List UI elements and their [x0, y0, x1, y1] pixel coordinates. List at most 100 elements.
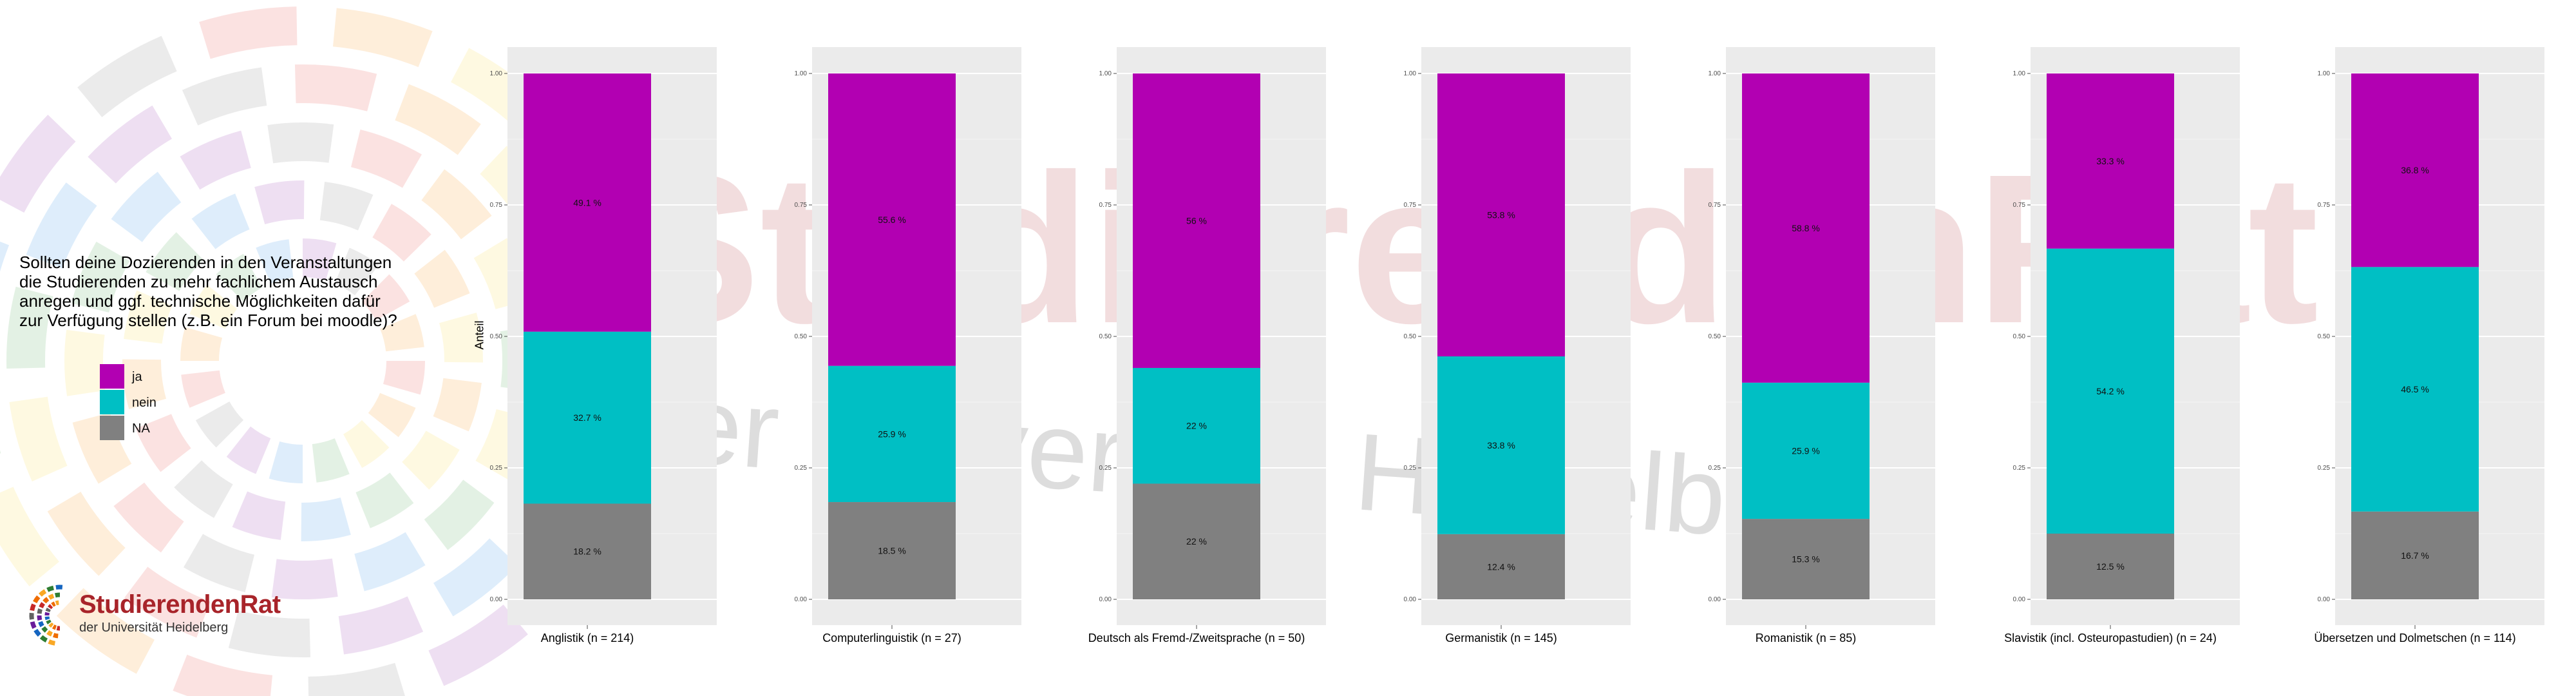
- y-tick-label: 0.75: [2318, 202, 2331, 209]
- y-tick-label: 1.00: [2013, 70, 2026, 77]
- bar-segment-ja: [1742, 73, 1870, 383]
- y-tick-label: 1.00: [1709, 70, 1721, 77]
- y-tick-label: 0.75: [2013, 202, 2026, 209]
- y-tick-label: 1.00: [490, 70, 503, 77]
- data-label: 12.4 %: [1487, 561, 1515, 572]
- data-label: 33.8 %: [1487, 440, 1515, 450]
- y-tick-label: 0.75: [795, 202, 808, 209]
- logo-arc: [41, 626, 48, 633]
- bar-segment-nein: [524, 331, 651, 504]
- y-tick-label: 0.00: [2318, 596, 2331, 603]
- logo-arc: [46, 585, 54, 592]
- logo-arc: [44, 612, 50, 616]
- logo-arc: [46, 630, 53, 637]
- logo-mark-icon: [29, 585, 63, 646]
- chart-panel: 0.00 0.25 0.50 0.75 1.00 16.7 % 46.5 % 36.8 % Üb…: [2314, 47, 2544, 644]
- bar-segment-nein: [2047, 248, 2174, 534]
- bar-segment-ja: [524, 73, 651, 332]
- y-tick-label: 0.00: [2013, 596, 2026, 603]
- legend-label: ja: [132, 370, 142, 384]
- y-tick-label: 1.00: [2318, 70, 2331, 77]
- data-label: 53.8 %: [1487, 210, 1515, 220]
- logo-arc: [39, 602, 45, 608]
- category-label: Slavistik (incl. Osteuropastudien) (n = …: [2004, 632, 2217, 644]
- y-tick-label: 0.00: [490, 596, 503, 603]
- data-label: 22 %: [1186, 536, 1207, 546]
- data-label: 25.9 %: [878, 429, 906, 439]
- y-tick-label: 0.75: [1099, 202, 1112, 209]
- data-label: 54.2 %: [2096, 386, 2125, 396]
- y-tick-label: 0.75: [1709, 202, 1721, 209]
- category-label: Computerlinguistik (n = 27): [822, 632, 961, 644]
- y-tick-label: 0.75: [1404, 202, 1417, 209]
- logo-arc: [43, 597, 50, 604]
- data-label: 36.8 %: [2401, 165, 2429, 175]
- bar-segment-na: [2351, 511, 2479, 599]
- data-label: 15.3 %: [1792, 554, 1820, 565]
- logo-title: StudierendenRat: [79, 590, 281, 619]
- logo-arc: [44, 616, 50, 621]
- bar-segment-na: [828, 502, 956, 599]
- y-tick-label: 0.50: [1709, 333, 1721, 340]
- legend-swatch: [100, 364, 124, 389]
- y-tick-label: 0.50: [1404, 333, 1417, 340]
- logo-arc: [52, 624, 57, 630]
- chart-panel: 0.00 0.25 0.50 0.75 1.00 22 % 22 % 56 % Deutsch …: [1088, 47, 1326, 644]
- data-label: 56 %: [1186, 215, 1207, 226]
- y-tick-label: 0.25: [2318, 465, 2331, 472]
- category-label: Deutsch als Fremd-/Zweitsprache (n = 50): [1088, 632, 1305, 644]
- logo-arc: [48, 594, 55, 600]
- legend-label: NA: [132, 421, 150, 436]
- logo-title-part: Studierenden: [79, 590, 240, 619]
- category-label: Romanistik (n = 85): [1756, 632, 1857, 644]
- y-tick-label: 0.25: [1099, 465, 1112, 472]
- bar-segment-nein: [1437, 356, 1565, 534]
- y-tick-label: 1.00: [1404, 70, 1417, 77]
- question-text: Sollten deine Dozierenden in den Veranst…: [19, 253, 470, 330]
- chart-panel: 0.00 0.25 0.50 0.75 1.00 12.4 % 33.8 % 53.8 % Ge…: [1404, 47, 1631, 644]
- question-line: zur Verfügung stellen (z.B. ein Forum be…: [19, 311, 397, 330]
- logo-arc: [38, 621, 44, 628]
- bar-segment-na: [2047, 534, 2174, 599]
- bar-segment-ja: [2351, 73, 2479, 267]
- bar-segment-ja: [1133, 73, 1260, 368]
- bar-segment-ja: [2047, 73, 2174, 249]
- data-label: 18.2 %: [573, 546, 601, 557]
- y-tick-label: 0.00: [1099, 596, 1112, 603]
- y-tick-label: 0.25: [1709, 465, 1721, 472]
- y-tick-label: 0.50: [795, 333, 808, 340]
- y-tick-label: 0.00: [1404, 596, 1417, 603]
- category-label: Germanistik (n = 145): [1445, 632, 1557, 644]
- question-line: anregen und ggf. technische Möglichkeite…: [19, 291, 381, 311]
- chart-panel: 0.00 0.25 0.50 0.75 1.00 15.3 % 25.9 % 58.8 % Ro…: [1709, 47, 1935, 644]
- logo-arc: [33, 595, 41, 604]
- logo-arc: [45, 607, 51, 612]
- logo-subtitle: der Universität Heidelberg: [79, 621, 229, 635]
- y-tick-label: 0.25: [2013, 465, 2026, 472]
- chart-panel: 0.00 0.25 0.50 0.75 1.00 18.2 % 32.7 % 49.1 % An…: [490, 47, 717, 644]
- legend-swatch: [100, 416, 124, 440]
- y-tick-label: 0.25: [795, 465, 808, 472]
- bar-segment-na: [1437, 534, 1565, 599]
- bar-segment-nein: [1742, 382, 1870, 519]
- data-label: 33.3 %: [2096, 156, 2125, 166]
- logo-arc: [30, 603, 36, 612]
- bar-segment-na: [1133, 483, 1260, 599]
- logo-arc: [37, 608, 43, 614]
- data-label: 46.5 %: [2401, 384, 2429, 394]
- data-label: 16.7 %: [2401, 550, 2429, 561]
- y-tick-label: 0.25: [490, 465, 503, 472]
- logo-arc: [47, 604, 53, 610]
- chart-panel: 0.00 0.25 0.50 0.75 1.00 12.5 % 54.2 % 33.3 % Sl…: [2004, 47, 2240, 644]
- y-tick-label: 0.00: [1709, 596, 1721, 603]
- category-label: Anglistik (n = 214): [541, 632, 634, 644]
- y-tick-label: 1.00: [795, 70, 808, 77]
- bar-segment-nein: [1133, 367, 1260, 484]
- data-label: 58.8 %: [1792, 223, 1820, 233]
- data-label: 55.6 %: [878, 215, 906, 225]
- logo-title-part: Rat: [240, 590, 281, 619]
- question-line: Sollten deine Dozierenden in den Veranst…: [19, 253, 392, 272]
- y-tick-label: 1.00: [1099, 70, 1112, 77]
- logo-arc: [39, 589, 47, 597]
- bar-segment-na: [1742, 519, 1870, 599]
